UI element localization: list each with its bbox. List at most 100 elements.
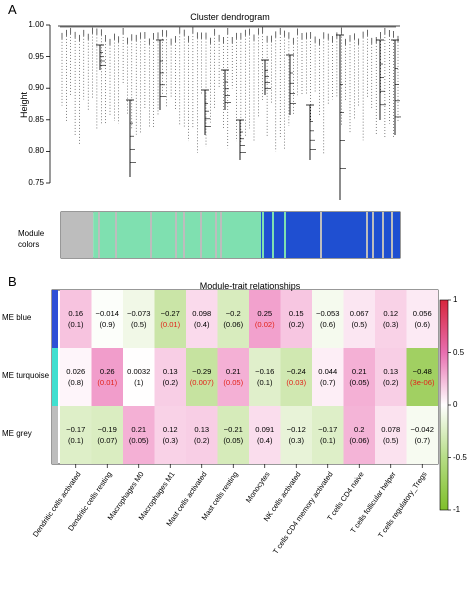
panel-a-label: A	[8, 2, 17, 17]
module-stripe	[150, 212, 152, 258]
heatmap-cell-text: 0.026 (0.8)	[60, 366, 92, 388]
heatmap-cell-text: 0.21 (0.05)	[344, 366, 376, 388]
heatmap-cell-text: 0.098 (0.4)	[186, 308, 218, 330]
module-stripe	[382, 212, 384, 258]
heatmap-cell	[217, 290, 249, 348]
module-stripe	[366, 212, 368, 258]
p-value: (0.7)	[319, 378, 336, 387]
p-value: (0.03)	[286, 378, 307, 387]
p-value: (0.06)	[349, 436, 370, 445]
heatmap-cell-text: 0.0032 (1)	[123, 366, 155, 388]
heatmap-cell	[217, 406, 249, 464]
p-value: (0.2)	[162, 378, 179, 387]
module-stripe	[175, 212, 177, 258]
heatmap-cell	[343, 406, 375, 464]
correlation-value: 0.0032	[127, 367, 151, 376]
module-segment-turquoise	[93, 212, 262, 258]
module-segment-blue	[261, 212, 400, 258]
row-color-swatch-0	[52, 290, 58, 348]
heatmap-cell	[91, 406, 123, 464]
module-stripe	[272, 212, 274, 258]
row-label: ME blue	[2, 313, 32, 322]
p-value: (0.7)	[414, 436, 431, 445]
heatmap-cell-text: 0.16 (0.1)	[60, 308, 92, 330]
correlation-value: −0.17	[318, 425, 338, 434]
module-stripe	[372, 212, 374, 258]
p-value: (0.4)	[193, 320, 210, 329]
correlation-value: 0.12	[162, 425, 178, 434]
module-stripe	[391, 212, 393, 258]
heatmap-cell	[375, 406, 407, 464]
module-stripe	[262, 212, 264, 258]
p-value: (0.01)	[160, 320, 181, 329]
p-value: (0.5)	[382, 436, 399, 445]
correlation-value: −0.27	[160, 309, 180, 318]
heatmap-cell-text: −0.12 (0.3)	[281, 424, 313, 446]
p-value: (0.01)	[97, 378, 118, 387]
correlation-value: 0.25	[257, 309, 273, 318]
heatmap-cell-text: −0.2 (0.06)	[218, 308, 250, 330]
colorbar-tick-label: -0.5	[453, 452, 467, 462]
heatmap-cell-text: 0.067 (0.5)	[344, 308, 376, 330]
heatmap-cell	[186, 406, 218, 464]
module-stripe	[220, 212, 222, 258]
p-value: (0.2)	[288, 320, 305, 329]
p-value: (0.3)	[288, 436, 305, 445]
p-value: (0.4)	[256, 436, 273, 445]
module-stripe	[115, 212, 117, 258]
correlation-value: 0.26	[99, 367, 115, 376]
correlation-value: −0.073	[127, 309, 151, 318]
colorbar-tick-label: -1	[453, 505, 461, 514]
correlation-value: 0.078	[381, 425, 401, 434]
module-segment-grey	[61, 212, 94, 258]
p-value: (1)	[134, 378, 144, 387]
correlation-value: −0.12	[286, 425, 306, 434]
heatmap-cell-text: −0.014 (0.9)	[92, 308, 124, 330]
heatmap-cell-text: −0.24 (0.03)	[281, 366, 313, 388]
heatmap-cell	[280, 348, 312, 406]
p-value: (0.05)	[223, 436, 244, 445]
dendrogram-ytick-label: 0.95	[28, 51, 44, 61]
p-value: (3e-06)	[410, 378, 435, 387]
correlation-value: −0.053	[316, 309, 340, 318]
module-stripe	[183, 212, 185, 258]
p-value: (0.9)	[99, 320, 116, 329]
correlation-value: 0.21	[131, 425, 147, 434]
heatmap-cell	[91, 290, 123, 348]
heatmap-cell-text: 0.21 (0.05)	[123, 424, 155, 446]
heatmap-cell-text: 0.078 (0.5)	[375, 424, 407, 446]
correlation-value: 0.044	[318, 367, 338, 376]
row-color-swatch-2	[52, 406, 58, 464]
heatmap-cell-text: 0.26 (0.01)	[92, 366, 124, 388]
p-value: (0.3)	[382, 320, 399, 329]
heatmap-cell	[186, 348, 218, 406]
correlation-value: −0.2	[225, 309, 241, 318]
correlation-value: 0.15	[288, 309, 304, 318]
correlation-value: 0.12	[383, 309, 399, 318]
heatmap-cell	[249, 406, 281, 464]
p-value: (0.007)	[189, 378, 214, 387]
heatmap-cell	[249, 348, 281, 406]
heatmap-cell	[91, 348, 123, 406]
p-value: (0.3)	[162, 436, 179, 445]
heatmap-cell-text: 0.25 (0.02)	[249, 308, 281, 330]
module-stripe	[200, 212, 202, 258]
heatmap-cell	[60, 348, 92, 406]
colorbar	[439, 299, 449, 511]
heatmap-cell	[406, 406, 438, 464]
correlation-value: 0.056	[412, 309, 432, 318]
heatmap-cell	[343, 348, 375, 406]
correlation-value: 0.067	[349, 309, 369, 318]
heatmap-cell	[312, 290, 344, 348]
heatmap-cell	[312, 348, 344, 406]
heatmap-cell-text: 0.12 (0.3)	[155, 424, 187, 446]
correlation-value: −0.16	[255, 367, 275, 376]
module-stripe	[284, 212, 286, 258]
p-value: (0.05)	[128, 436, 149, 445]
p-value: (0.2)	[382, 378, 399, 387]
correlation-value: 0.13	[162, 367, 178, 376]
correlation-value: −0.48	[412, 367, 432, 376]
heatmap-cell	[123, 290, 155, 348]
module-colors-label: Module colors	[18, 228, 44, 250]
